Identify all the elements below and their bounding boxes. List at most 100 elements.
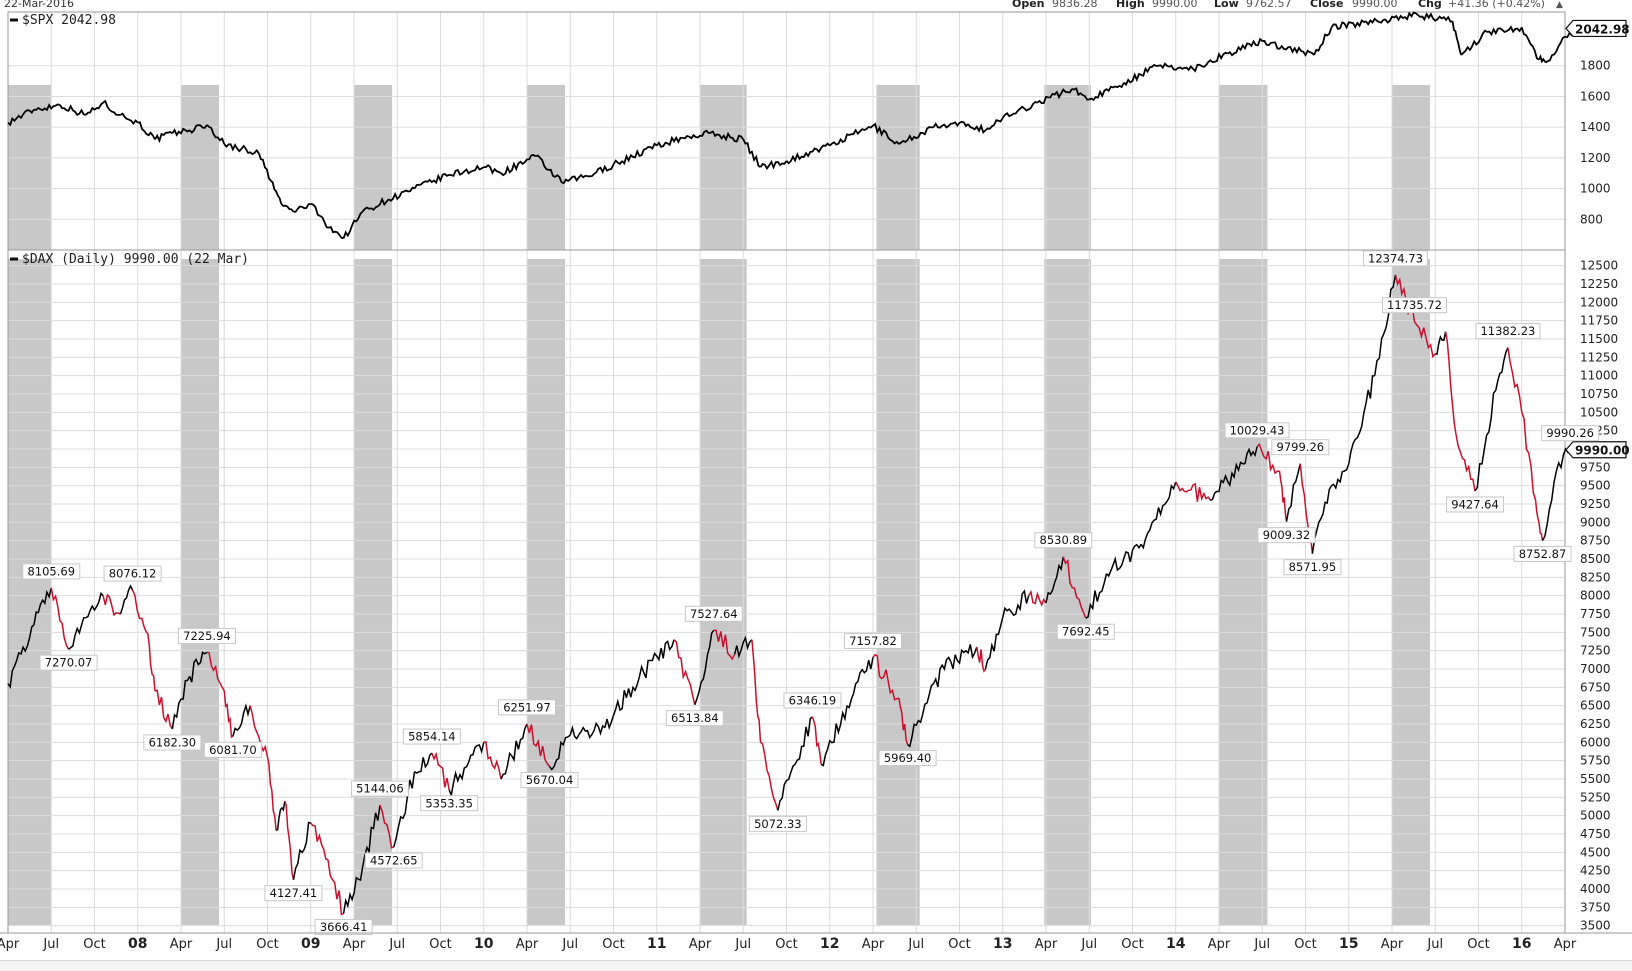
x-tick-label: 08 xyxy=(128,936,147,952)
dax-series-line xyxy=(872,653,900,701)
data-label-box xyxy=(1224,422,1290,439)
dax-series-line xyxy=(526,723,551,767)
open-label: Open xyxy=(1012,0,1045,10)
spx-series-line xyxy=(1123,63,1159,87)
high-value: 9990.00 xyxy=(1152,0,1198,10)
dax-series-line xyxy=(907,683,935,748)
x-tick-label: 13 xyxy=(993,936,1012,952)
spx-series-line xyxy=(270,180,283,205)
data-label-box xyxy=(22,563,81,580)
data-label: 7692.45 xyxy=(1062,625,1110,639)
dax-series-line xyxy=(500,723,528,780)
dax-y-tick-label: 4750 xyxy=(1580,827,1611,841)
dax-series-line xyxy=(1028,589,1047,607)
dax-y-tick-label: 6250 xyxy=(1580,717,1611,731)
data-label: 6182.30 xyxy=(149,735,197,749)
data-label: 8105.69 xyxy=(27,564,75,578)
data-label: 9799.26 xyxy=(1277,440,1325,454)
spx-series-line xyxy=(293,203,311,213)
spx-series-line xyxy=(33,103,61,112)
dax-series-line xyxy=(777,763,796,811)
x-tick-label: 09 xyxy=(301,936,320,952)
data-label-box xyxy=(350,780,409,797)
data-label-box xyxy=(748,815,807,832)
spx-series-line xyxy=(759,159,788,171)
dax-y-tick-label: 10750 xyxy=(1580,387,1618,401)
dax-series-line xyxy=(284,800,295,880)
seasonal-shading xyxy=(8,85,1431,925)
spx-series-line xyxy=(59,104,87,116)
dax-series-line xyxy=(1444,331,1457,435)
data-label-box xyxy=(684,605,743,622)
high-label: High xyxy=(1116,0,1145,10)
dax-y-tick-label: 7000 xyxy=(1580,662,1611,676)
x-tick-label: Apr xyxy=(1035,937,1058,952)
shade-band xyxy=(876,85,920,250)
spx-y-tick-label: 1600 xyxy=(1580,89,1611,103)
dax-y-tick-label: 11750 xyxy=(1580,314,1618,328)
data-label-box xyxy=(1362,250,1428,267)
data-label-box xyxy=(1475,323,1541,340)
spx-series-line xyxy=(310,203,326,223)
spx-y-tick-label: 1200 xyxy=(1580,151,1611,165)
spx-series-line xyxy=(1227,37,1263,57)
dax-y-tick-label: 8500 xyxy=(1580,552,1611,566)
dax-series-line xyxy=(820,705,848,767)
dax-series-line xyxy=(846,657,874,709)
dax-series-line xyxy=(1348,374,1375,464)
shade-band xyxy=(354,259,393,925)
dax-series-line xyxy=(1311,485,1333,554)
dax-y-tick-label: 6500 xyxy=(1580,699,1611,713)
data-label: 4572.65 xyxy=(370,854,418,868)
dax-y-tick-label: 11000 xyxy=(1580,369,1618,383)
dax-series-line xyxy=(976,646,987,673)
spx-series-line xyxy=(587,159,623,178)
dax-series-line xyxy=(119,584,134,615)
data-label: 3666.41 xyxy=(320,920,368,934)
spx-panel: 800 1000 1200 1400 1600 1800 $SPX 2042.98 2042.… xyxy=(7,11,1630,240)
dax-series-line xyxy=(1244,446,1258,464)
data-label-box xyxy=(783,692,842,709)
dax-series-line xyxy=(1495,347,1509,391)
dax-y-tick-label: 4500 xyxy=(1580,845,1611,859)
dax-series-line xyxy=(448,742,485,798)
x-tick-label: Oct xyxy=(256,937,278,952)
data-label: 5353.35 xyxy=(425,796,473,810)
dax-y-tick-label: 12500 xyxy=(1580,259,1618,273)
dax-series-line xyxy=(249,705,269,758)
dax-series-line xyxy=(1435,331,1447,356)
dax-series-line xyxy=(751,639,762,743)
dax-series-line xyxy=(50,587,70,650)
spx-series-line xyxy=(1036,88,1073,105)
x-tick-label: Apr xyxy=(0,937,20,952)
dax-series-line xyxy=(1331,463,1350,490)
x-tick-label: Oct xyxy=(1121,937,1143,952)
spx-series-line xyxy=(1460,29,1488,56)
dax-series-line xyxy=(1534,500,1544,541)
dax-series-line xyxy=(154,689,174,730)
open-value: 9836.28 xyxy=(1052,0,1098,10)
dax-series-line xyxy=(1507,347,1523,413)
dax-series-line xyxy=(33,587,53,626)
spx-series-line xyxy=(1417,12,1453,23)
dax-y-tick-label: 4250 xyxy=(1580,864,1611,878)
shade-band xyxy=(8,85,52,250)
spx-series-line xyxy=(188,124,208,134)
spx-series-line xyxy=(1071,87,1090,101)
shade-band xyxy=(1392,259,1431,925)
spx-series-line xyxy=(829,124,874,147)
spx-series-line xyxy=(500,154,537,177)
spx-series-line xyxy=(785,150,813,165)
spx-y-tick-label: 800 xyxy=(1580,212,1603,226)
dax-series-line xyxy=(145,631,156,692)
spx-series-line xyxy=(206,124,226,145)
data-label-box xyxy=(1283,559,1342,576)
dax-series-line xyxy=(1105,543,1142,578)
dax-series-line xyxy=(7,624,35,689)
spx-series-line xyxy=(102,99,121,116)
dax-y-tick-label: 12000 xyxy=(1580,295,1618,309)
dax-y-tick-label: 9750 xyxy=(1580,460,1611,474)
dax-series-line xyxy=(548,734,571,771)
x-tick-label: Apr xyxy=(1381,937,1404,952)
